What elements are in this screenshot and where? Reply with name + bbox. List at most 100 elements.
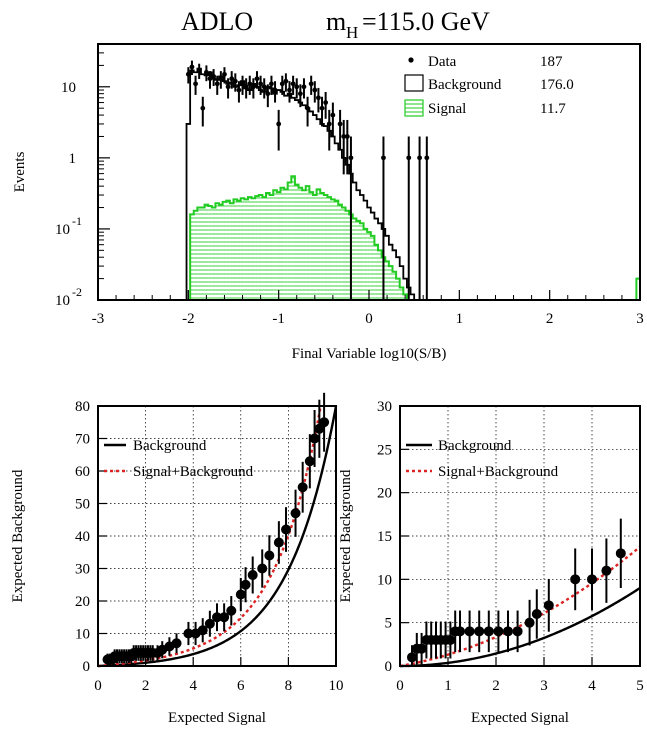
legend-background-value: 176.0	[540, 77, 574, 93]
signal-bin	[258, 195, 263, 300]
data-point	[240, 81, 245, 87]
legend-data-label: Data	[428, 54, 457, 70]
y-tick-label: 20	[75, 594, 90, 610]
title-main: ADLO	[181, 7, 253, 36]
y-tick-label: 10	[75, 627, 90, 643]
signal-bin	[211, 207, 216, 300]
right-legend-sb-label: Signal+Background	[438, 464, 559, 480]
scatter-point	[264, 550, 275, 561]
data-point	[211, 74, 217, 79]
data-point	[247, 81, 253, 87]
x-tick-label: -1	[272, 311, 285, 327]
data-point	[312, 87, 318, 93]
signal-bin	[399, 287, 404, 300]
scatter-panel-right: 0 1 2 3 4 5 0 5 10 15 20 25 30 Expected Signal Expec…	[338, 399, 644, 726]
data-point	[254, 76, 260, 82]
y-tick-label: 10	[377, 572, 392, 588]
left-frame	[97, 405, 337, 667]
data-point	[272, 87, 278, 93]
y-tick-label: 10	[55, 293, 70, 309]
y-tick-label: 40	[75, 529, 90, 545]
signal-bin	[320, 193, 324, 300]
data-point	[196, 68, 202, 73]
signal-bin	[323, 195, 328, 300]
data-point	[200, 105, 206, 111]
data-point	[189, 64, 195, 70]
data-point	[301, 84, 307, 90]
data-point	[279, 81, 285, 87]
signal-bin	[262, 197, 267, 300]
data-point	[319, 105, 325, 111]
signal-bin	[197, 207, 201, 300]
signal-bin	[247, 197, 252, 300]
signal-bin	[388, 266, 393, 300]
data-point	[218, 76, 224, 82]
x-tick-label: -2	[182, 311, 195, 327]
legend-signal-swatch	[404, 99, 424, 117]
data-point	[229, 76, 235, 82]
data-point	[424, 155, 430, 161]
scatter-point	[247, 570, 258, 580]
scatter-point	[483, 626, 494, 637]
data-point	[326, 121, 332, 127]
scatter-point	[226, 605, 237, 616]
scatter-point	[601, 565, 612, 576]
data-point	[250, 84, 256, 90]
signal-bin	[294, 184, 299, 300]
scatter-point	[197, 625, 208, 636]
y-tick-label: 5	[385, 616, 393, 632]
signal-bin	[244, 199, 248, 300]
legend-data-value: 187	[540, 54, 563, 70]
y-tick-label: 80	[75, 399, 90, 415]
scatter-point	[319, 417, 330, 428]
signal-bin	[280, 187, 285, 300]
y-tick-label: 0	[385, 659, 393, 675]
signal-bin	[284, 189, 288, 300]
y-tick-label: 60	[75, 464, 90, 480]
data-point	[348, 155, 354, 161]
left-legend-sb-label: Signal+Background	[133, 464, 254, 480]
title-mass-value: =115.0 GeV	[362, 7, 490, 36]
signal-bin	[291, 176, 295, 300]
data-point	[276, 121, 282, 127]
signal-bin	[334, 200, 339, 300]
scatter-point	[464, 626, 475, 637]
scatter-point	[587, 574, 597, 585]
data-point	[265, 91, 271, 97]
right-curves	[399, 545, 641, 668]
data-point	[297, 91, 303, 97]
y-tick-label: 1	[69, 151, 77, 167]
data-points	[185, 60, 430, 300]
signal-bin	[298, 187, 303, 300]
scatter-point	[183, 628, 194, 639]
background-curve	[400, 586, 641, 668]
scatter-point	[297, 482, 308, 493]
legend-background-swatch	[404, 74, 424, 92]
y-tick-exponent: -1	[72, 214, 82, 228]
left-points	[102, 392, 330, 666]
data-point	[236, 87, 242, 93]
signal-bin	[200, 207, 205, 300]
signal-bin	[309, 192, 313, 300]
right-legend: Background Signal+Background	[406, 438, 559, 480]
x-tick-label: 3	[636, 311, 644, 327]
y-tick-label: 15	[377, 529, 392, 545]
signal-bin	[316, 189, 321, 300]
signal-bin	[208, 206, 212, 300]
figure-title: ADLO m H =115.0 GeV	[181, 7, 490, 42]
left-x-label: Expected Signal	[168, 710, 266, 726]
data-point	[225, 84, 231, 90]
signal-edge-spike	[635, 277, 640, 300]
signal-bin	[287, 182, 292, 300]
data-point	[222, 71, 227, 77]
data-point	[283, 78, 289, 84]
signal-bin	[204, 204, 209, 300]
scatter-point	[474, 626, 485, 637]
scatter-point	[493, 626, 504, 637]
scatter-point	[257, 563, 268, 574]
signal-bin	[374, 244, 379, 300]
signal-bin	[352, 218, 357, 300]
y-tick-label: 30	[377, 399, 392, 415]
